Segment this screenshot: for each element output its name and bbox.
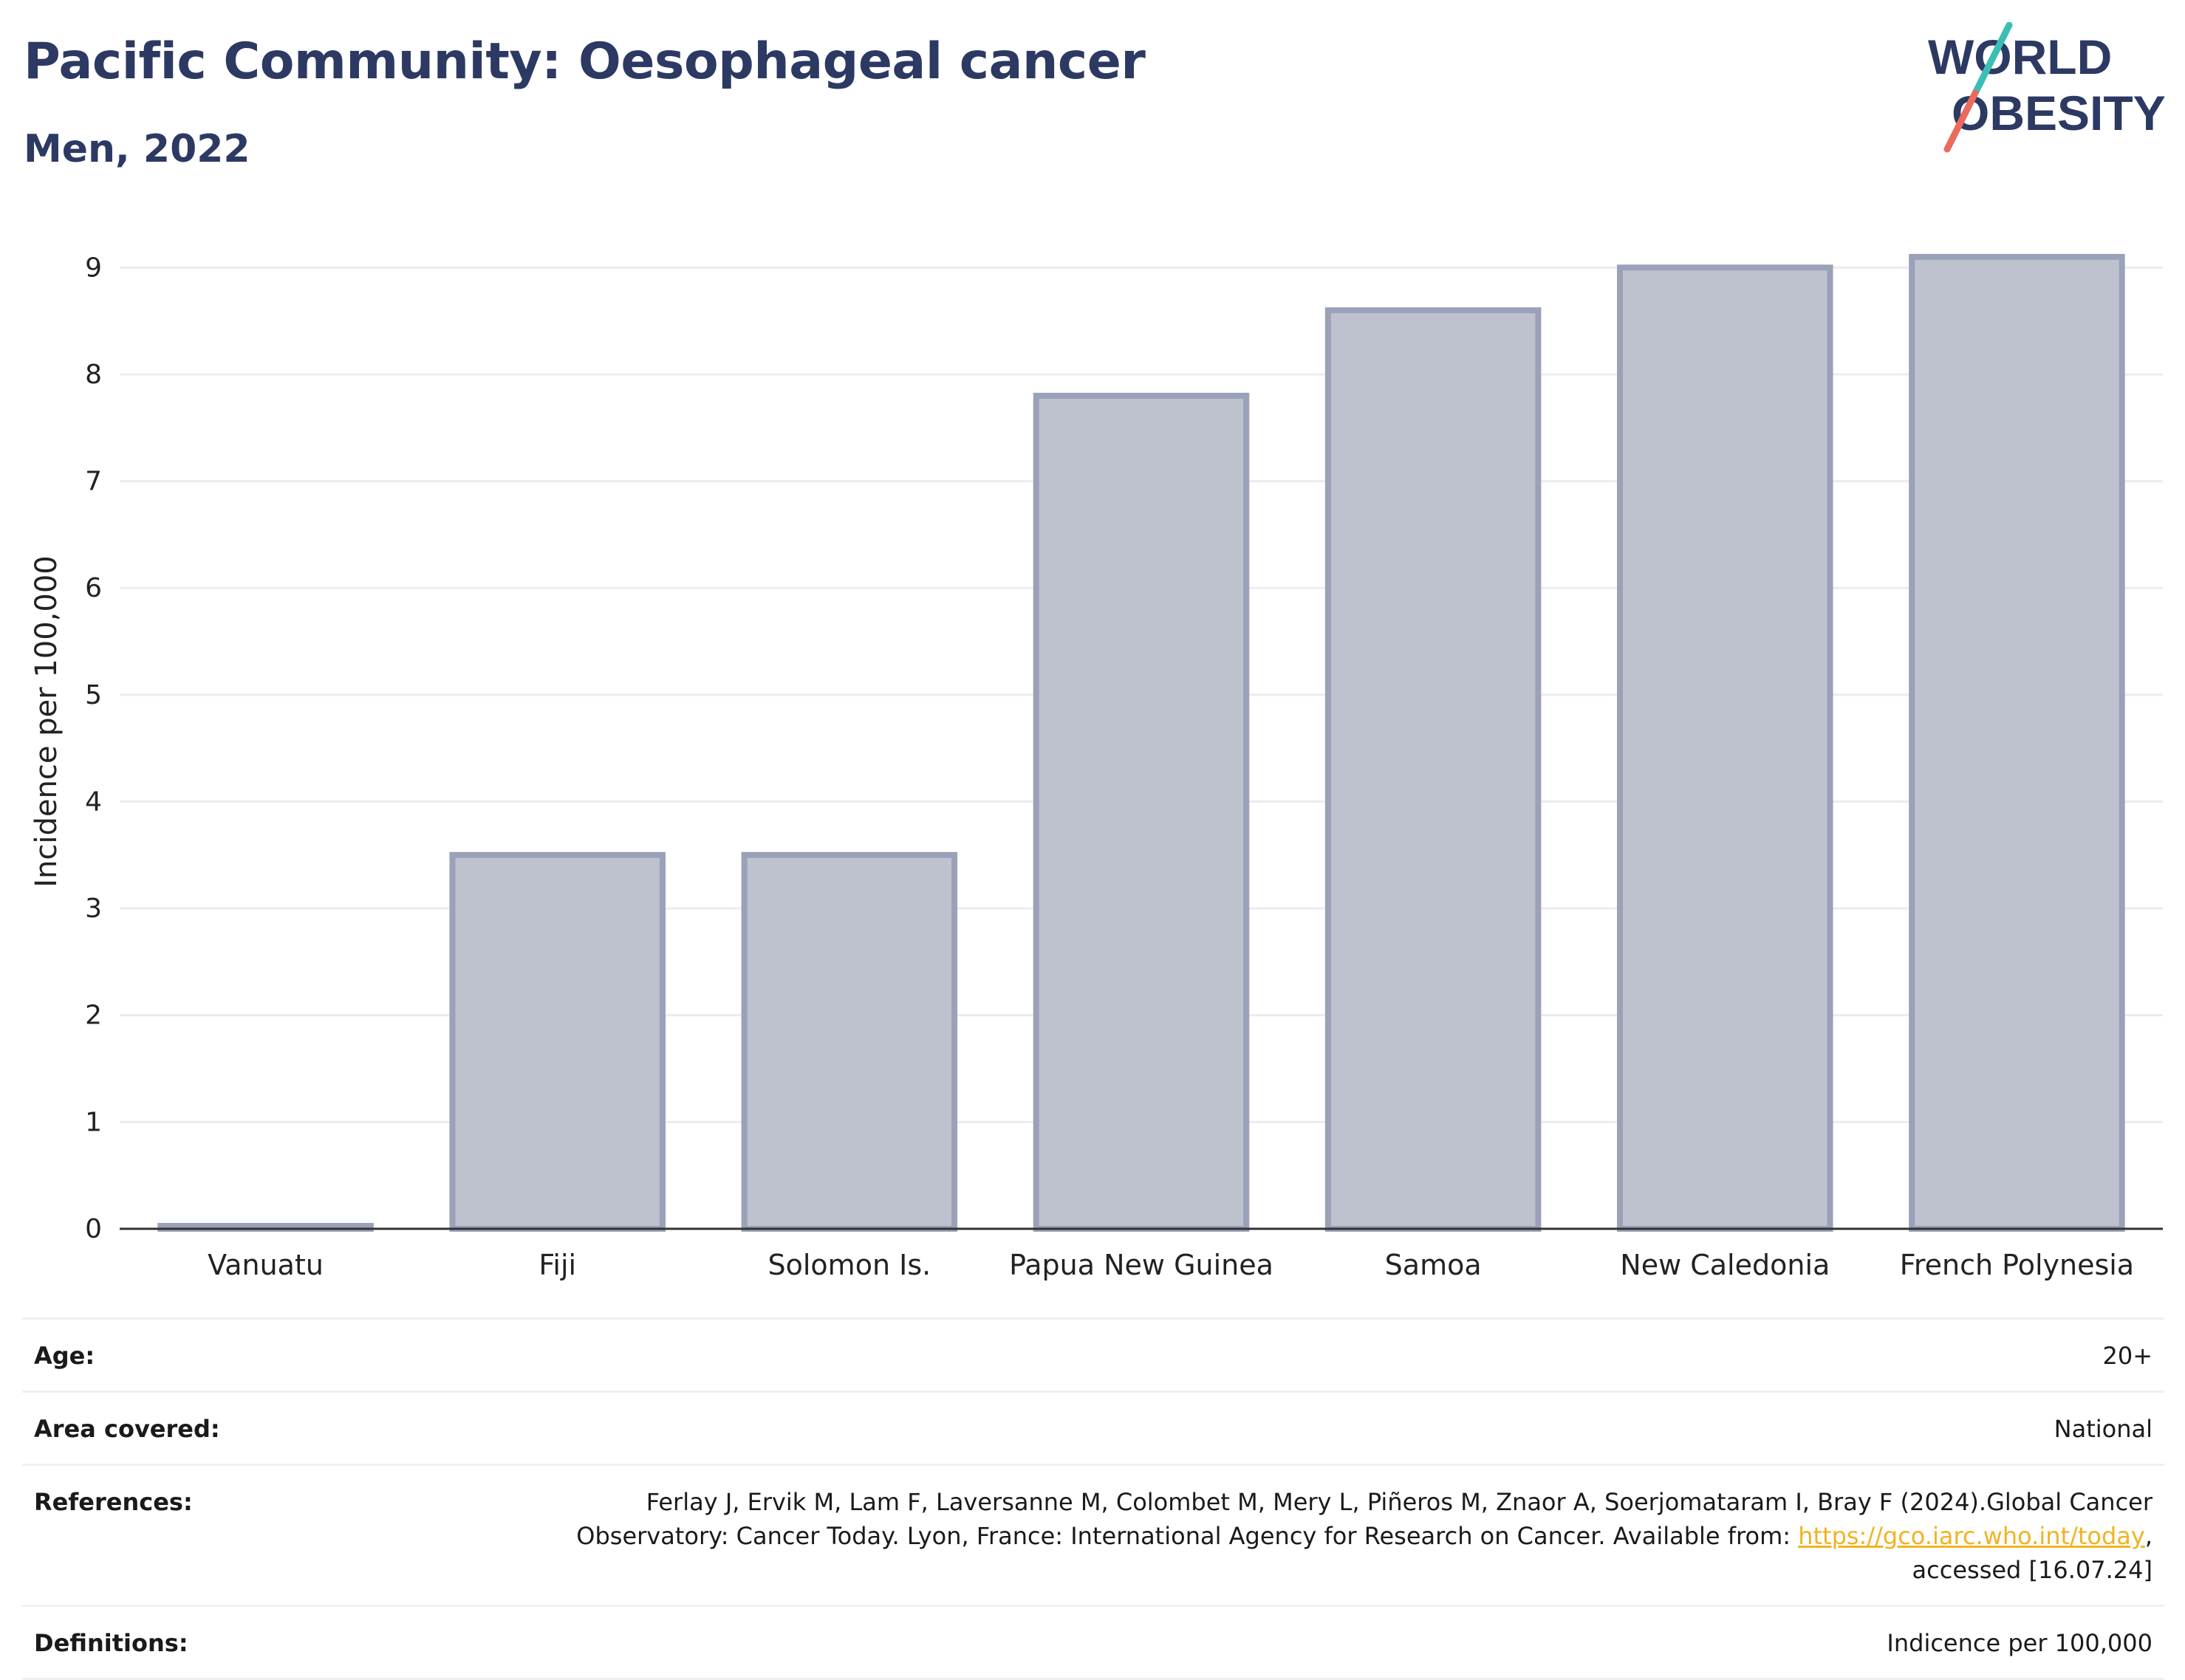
meta-value-age: 20+: [2102, 1342, 2152, 1370]
bars: [157, 253, 2125, 1232]
reference-link[interactable]: https://gco.iarc.who.int/today: [1798, 1522, 2145, 1550]
bar-fiji: [449, 851, 666, 1232]
x-tick-label: Samoa: [1385, 1249, 1482, 1281]
x-tick-label: Solomon Is.: [768, 1249, 931, 1281]
y-tick-label: 9: [85, 253, 102, 283]
logo-slash-coral: [1943, 89, 1979, 153]
bar-solomon-is: [741, 851, 958, 1232]
y-tick-label: 5: [85, 680, 102, 710]
x-tick-label: New Caledonia: [1620, 1249, 1830, 1281]
meta-label-area: Area covered:: [34, 1415, 220, 1443]
meta-row-references: References: Ferlay J, Ervik M, Lam F, La…: [22, 1464, 2164, 1605]
meta-value-definitions: Indicence per 100,000: [1887, 1629, 2152, 1657]
meta-label-definitions: Definitions:: [34, 1629, 188, 1657]
meta-row-definitions: Definitions: Indicence per 100,000: [22, 1605, 2164, 1680]
chart-title: Pacific Community: Oesophageal cancer: [24, 32, 1146, 91]
chart-subtitle: Men, 2022: [24, 127, 250, 171]
reference-text-line3: accessed [16.07.24]: [1912, 1556, 2152, 1584]
y-tick-label: 6: [85, 573, 102, 603]
bar-french-polynesia: [1909, 253, 2125, 1232]
meta-value-area: National: [2054, 1415, 2152, 1443]
x-tick-label: French Polynesia: [1900, 1249, 2134, 1281]
meta-value-references: Ferlay J, Ervik M, Lam F, Laversanne M, …: [576, 1485, 2152, 1587]
meta-row-area: Area covered: National: [22, 1391, 2164, 1464]
bar-samoa: [1324, 307, 1542, 1232]
world-obesity-logo: WORLD OBESITY: [1928, 22, 2166, 153]
meta-label-references: References:: [34, 1488, 193, 1516]
bar-new-caledonia: [1617, 264, 1833, 1232]
y-tick-label: 3: [85, 894, 102, 924]
y-tick-label: 2: [85, 1001, 102, 1031]
meta-label-age: Age:: [34, 1342, 95, 1370]
y-tick-label: 0: [85, 1214, 102, 1244]
axes: 0 1 2 3 4 5 6 7 8 9 Vanuatu Fiji Solomon Is. Papua Ne…: [30, 253, 2163, 1281]
x-tick-label: Papua New Guinea: [1009, 1249, 1273, 1281]
y-axis-title: Incidence per 100,000: [30, 555, 64, 888]
y-tick-label: 1: [85, 1107, 102, 1137]
y-tick-label: 4: [85, 786, 102, 817]
x-tick-label: Vanuatu: [208, 1249, 324, 1281]
bar-papua-new-guinea: [1033, 392, 1250, 1232]
reference-comma: ,: [2144, 1522, 2152, 1550]
bar-chart: 0 1 2 3 4 5 6 7 8 9 Vanuatu Fiji Solomon Is. Papua Ne…: [30, 253, 2163, 1281]
meta-row-age: Age: 20+: [22, 1317, 2164, 1391]
x-tick-label: Fiji: [538, 1249, 576, 1281]
metadata-table: Age: 20+ Area covered: National Referenc…: [22, 1317, 2164, 1680]
reference-text-line1: Ferlay J, Ervik M, Lam F, Laversanne M, …: [646, 1488, 2152, 1516]
logo-word-2: OBESITY: [1952, 86, 2166, 140]
reference-text-line2: Observatory: Cancer Today. Lyon, France:…: [576, 1522, 1799, 1550]
logo-slash-teal: [1972, 22, 2013, 97]
logo-word-1: WORLD: [1928, 30, 2112, 84]
y-tick-label: 7: [85, 467, 102, 497]
y-tick-label: 8: [85, 360, 102, 390]
